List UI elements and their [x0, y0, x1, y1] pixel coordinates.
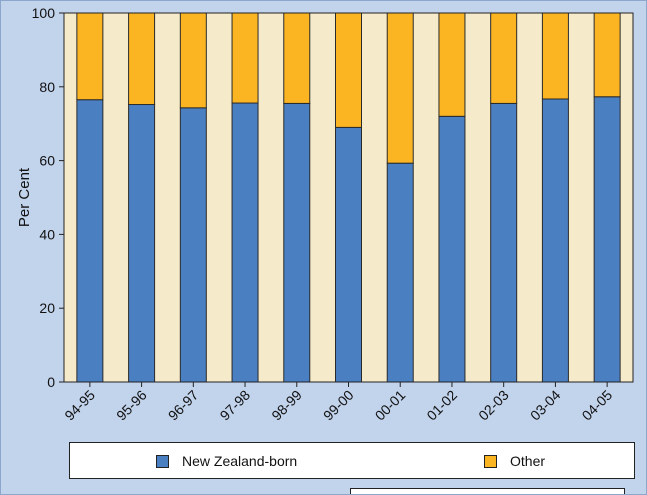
bar-other-97-98: [231, 12, 259, 104]
bar-other-98-99: [283, 12, 311, 104]
bar-other-03-04: [541, 12, 569, 100]
legend-swatch-other: [484, 454, 497, 468]
bar-new-zealand-born-00-01: [386, 162, 414, 383]
x-tick-label: 01-02: [423, 387, 460, 424]
bar-new-zealand-born-01-02: [438, 115, 466, 383]
x-tick-label: 95-96: [113, 387, 150, 424]
bar-new-zealand-born-97-98: [231, 102, 259, 383]
bar-new-zealand-born-96-97: [179, 107, 207, 383]
bar-other-95-96: [128, 12, 156, 106]
bar-other-99-00: [335, 12, 362, 128]
legend-item-other: Other: [484, 452, 545, 470]
x-tick-label: 98-99: [268, 387, 305, 424]
bar-new-zealand-born-04-05: [593, 96, 621, 383]
legend-swatch-new-zealand-born: [156, 454, 169, 468]
x-tick-label: 94-95: [61, 387, 98, 424]
y-tick-label: 40: [39, 226, 55, 242]
bar-new-zealand-born-94-95: [76, 99, 104, 383]
bar-other-04-05: [593, 12, 621, 98]
bar-other-96-97: [179, 12, 207, 109]
x-tick-label: 99-00: [320, 387, 357, 424]
x-tick-label: 04-05: [579, 387, 616, 424]
x-tick-label: 02-03: [475, 387, 512, 424]
bar-other-00-01: [386, 12, 414, 164]
legend-label-other: Other: [510, 453, 546, 469]
bar-new-zealand-born-99-00: [335, 126, 362, 383]
legend-label-new-zealand-born: New Zealand-born: [182, 453, 298, 469]
x-tick-label: 00-01: [372, 387, 409, 424]
bar-new-zealand-born-95-96: [128, 104, 156, 383]
bar-other-94-95: [76, 12, 104, 101]
bar-other-01-02: [438, 12, 466, 117]
note-box: [350, 488, 625, 494]
bar-new-zealand-born-03-04: [541, 98, 569, 383]
bar-new-zealand-born-02-03: [490, 102, 518, 383]
x-tick-label: 03-04: [527, 387, 564, 424]
y-axis-label: Per Cent: [16, 167, 33, 227]
y-tick-label: 100: [32, 5, 56, 21]
y-tick-label: 20: [39, 300, 55, 316]
bars-layer: [76, 12, 621, 383]
bar-new-zealand-born-98-99: [283, 102, 311, 383]
legend-item-new-zealand-born: New Zealand-born: [156, 452, 297, 470]
bar-other-02-03: [490, 12, 518, 104]
y-tick-label: 0: [47, 374, 55, 390]
x-tick-label: 96-97: [165, 387, 202, 424]
y-tick-label: 60: [39, 153, 55, 169]
legend: New Zealand-born Other: [69, 442, 635, 479]
x-tick-label: 97-98: [217, 387, 254, 424]
y-tick-label: 80: [39, 79, 55, 95]
